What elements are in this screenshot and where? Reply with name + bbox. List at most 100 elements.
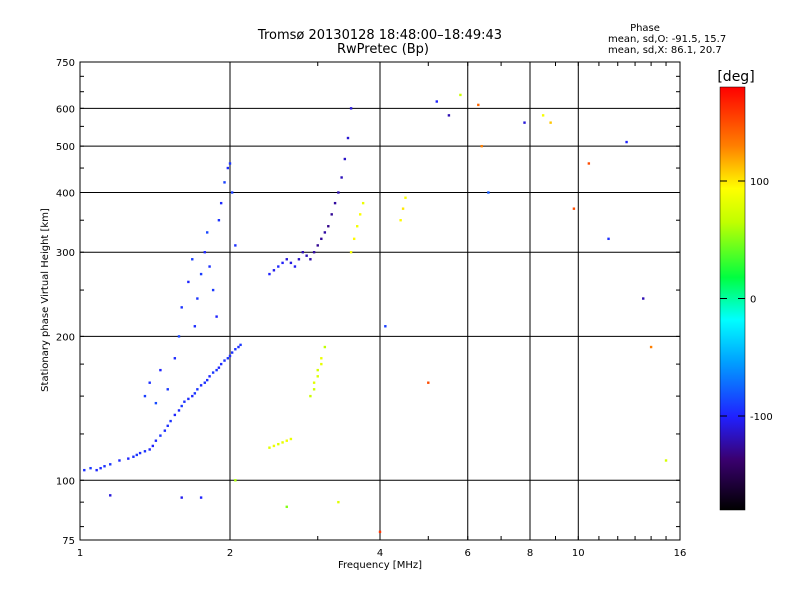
data-point: [211, 371, 215, 374]
data-point: [226, 357, 230, 360]
data-point: [323, 345, 327, 349]
data-point: [337, 500, 340, 504]
data-point: [649, 345, 653, 349]
data-point: [404, 196, 407, 199]
data-point: [95, 468, 98, 472]
data-point: [191, 394, 194, 398]
y-tick-label: 500: [56, 142, 75, 153]
data-point: [343, 157, 347, 161]
y-axis-label: Stationary phase Virtual Height [km]: [40, 208, 51, 392]
data-point: [285, 439, 288, 442]
x-tick-label: 16: [674, 548, 687, 559]
y-tick-label: 75: [62, 536, 75, 547]
data-point: [135, 453, 138, 457]
data-point: [151, 444, 155, 448]
data-point: [219, 362, 223, 366]
data-point: [127, 457, 130, 460]
data-point: [285, 258, 288, 261]
data-point: [193, 325, 197, 328]
data-point: [183, 400, 186, 403]
data-point: [226, 166, 230, 170]
data-point: [312, 251, 316, 254]
x-axis-ticks: 1 2 4 6 8 10 16: [77, 62, 687, 559]
x-tick-label: 2: [227, 548, 233, 559]
x-axis-label: Frequency [MHz]: [338, 560, 422, 571]
data-point: [316, 375, 319, 378]
data-point: [180, 404, 183, 408]
data-point: [103, 465, 106, 468]
data-point: [289, 261, 293, 265]
data-point: [211, 288, 215, 292]
data-point: [333, 201, 337, 205]
stats-x-mode: mean, sd,X: 86.1, 20.7: [608, 45, 722, 56]
y-tick-label: 100: [56, 476, 75, 487]
data-point: [323, 231, 327, 234]
data-point: [203, 381, 206, 384]
data-point: [234, 479, 237, 482]
data-point: [320, 237, 323, 241]
colorbar-tick-label: 0: [750, 295, 756, 306]
data-point: [118, 459, 121, 462]
data-point: [642, 297, 645, 300]
data-point: [163, 429, 167, 432]
data-point: [215, 368, 218, 372]
data-point: [173, 357, 177, 360]
data-point: [208, 375, 211, 378]
data-point: [169, 419, 172, 423]
data-point: [234, 348, 237, 351]
data-point: [480, 144, 483, 148]
colorbar-tick-label: -100: [750, 412, 773, 423]
data-point: [427, 381, 430, 384]
data-point: [132, 455, 135, 458]
data-point: [173, 413, 177, 417]
data-point: [223, 359, 226, 362]
data-point: [143, 394, 147, 398]
data-point: [180, 496, 183, 499]
data-point: [346, 136, 350, 140]
data-point: [217, 366, 221, 369]
data-point: [316, 244, 319, 247]
data-point: [89, 466, 92, 470]
data-point: [166, 388, 169, 391]
data-point: [187, 280, 190, 284]
y-axis-ticks: 75 100 200 300 400 500 600 750: [56, 58, 680, 547]
data-point: [166, 424, 169, 428]
data-point: [320, 357, 323, 360]
data-point: [355, 225, 359, 228]
data-point: [541, 114, 545, 117]
data-point: [309, 394, 312, 398]
data-point: [337, 191, 340, 194]
data-point: [199, 272, 203, 276]
data-point: [230, 191, 234, 194]
data-point: [312, 388, 316, 391]
data-point: [268, 446, 271, 449]
data-points: [83, 93, 668, 534]
data-point: [349, 251, 353, 254]
data-point: [148, 381, 151, 384]
data-point: [572, 207, 576, 210]
data-point: [228, 162, 232, 165]
data-point: [309, 258, 312, 261]
data-point: [191, 258, 194, 261]
data-point: [99, 466, 102, 470]
data-point: [228, 354, 232, 358]
data-point: [177, 335, 181, 338]
data-point: [138, 451, 142, 455]
data-point: [272, 444, 276, 448]
data-point: [199, 384, 203, 387]
x-tick-label: 1: [77, 548, 83, 559]
data-point: [435, 100, 438, 103]
data-point: [320, 362, 323, 366]
data-point: [281, 441, 284, 444]
x-tick-label: 6: [465, 548, 471, 559]
data-point: [193, 392, 197, 395]
x-tick-label: 8: [527, 548, 533, 559]
data-point: [83, 468, 86, 472]
data-point: [217, 219, 221, 222]
data-point: [239, 343, 242, 347]
colorbar-ticks: 100 0 -100: [720, 177, 773, 423]
data-point: [159, 434, 162, 437]
data-point: [487, 191, 490, 194]
data-point: [109, 494, 112, 497]
